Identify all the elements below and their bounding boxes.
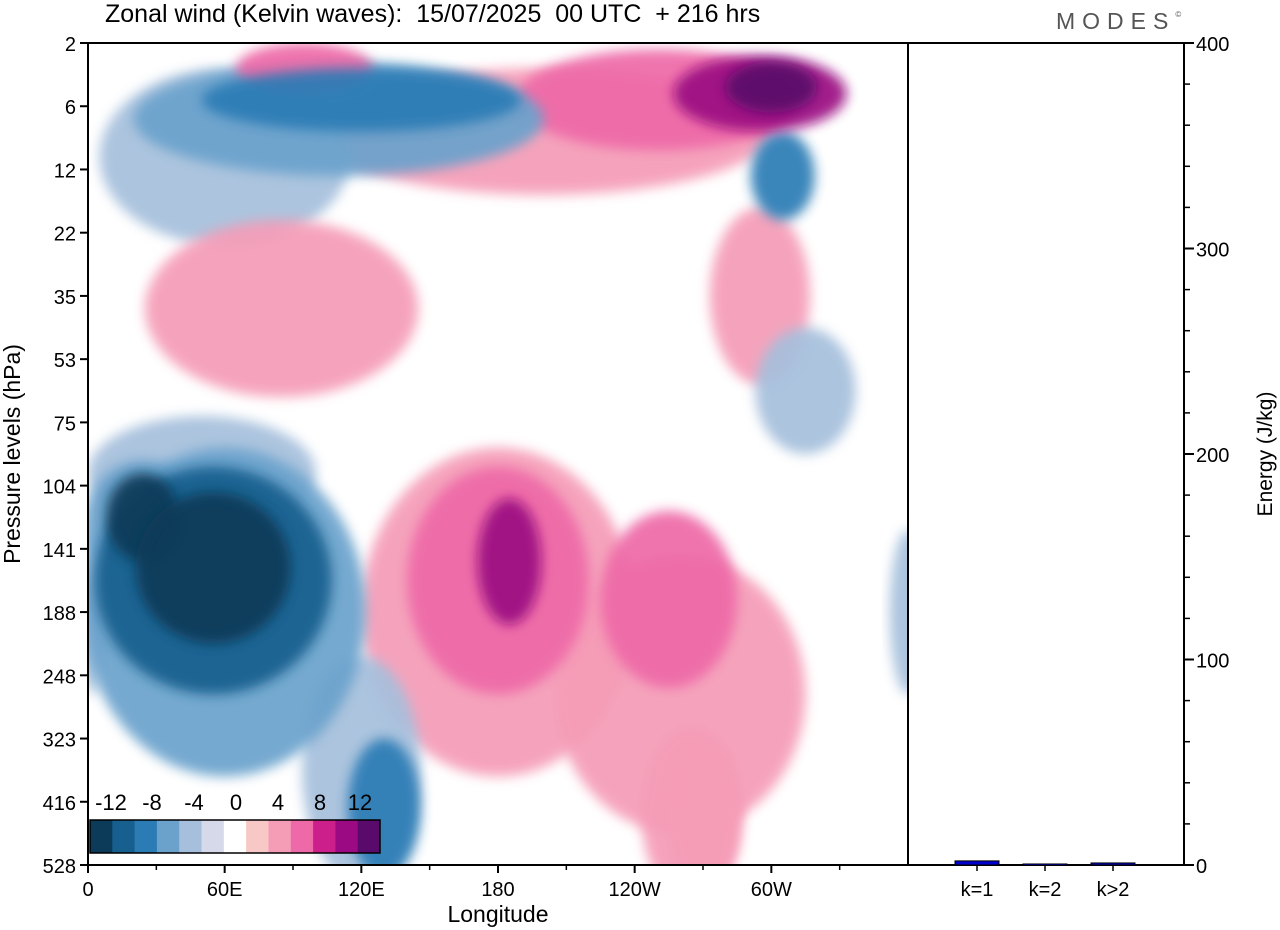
wind-anomaly-12 (889, 529, 908, 695)
colorbar-cell (223, 820, 247, 853)
colorbar-cell (246, 820, 269, 853)
colorbar-label: -4 (184, 790, 204, 815)
longitude-tick-label: 120E (338, 879, 385, 901)
pressure-tick-label: 75 (54, 413, 76, 435)
pressure-tick-label: 6 (65, 97, 76, 119)
pressure-tick-label: 12 (54, 160, 76, 182)
colorbar: -12 -8 -4 0 4 8 12 (89, 790, 381, 854)
colorbar-cell (313, 820, 336, 853)
energy-tick-label: 0 (1196, 856, 1207, 878)
energy-tick-label: 400 (1196, 34, 1229, 56)
wind-anomaly-22 (201, 68, 521, 132)
energy-panel-frame (907, 42, 1185, 866)
colorbar-label: 12 (348, 790, 372, 815)
colorbar-label: -12 (95, 790, 127, 815)
colorbar-cell (134, 820, 158, 853)
pressure-tick-label: 528 (43, 856, 76, 878)
chart-title: Zonal wind (Kelvin waves): 15/07/2025 00… (105, 0, 761, 28)
longitude-tick-label: 60E (207, 879, 243, 901)
colorbar-cell (201, 820, 225, 853)
pressure-axis: 2 6 12 22 35 53 75 104 141 188 248 323 416 528 (43, 34, 88, 878)
logo-text: MODES (1056, 8, 1176, 34)
pressure-tick-label: 188 (43, 603, 76, 625)
pressure-tick-label: 104 (43, 477, 76, 499)
pressure-tick-label: 416 (43, 793, 76, 815)
longitude-tick-label: 120W (609, 879, 661, 901)
colorbar-cell (90, 820, 113, 853)
x-axis-label: Longitude (447, 901, 548, 927)
colorbar-cell (179, 820, 203, 853)
pressure-tick-label: 141 (43, 540, 76, 562)
wind-anomaly-25 (477, 498, 542, 625)
colorbar-label: 8 (314, 790, 326, 815)
pressure-tick-label: 248 (43, 666, 76, 688)
wind-field (88, 43, 908, 865)
colorbar-cell (268, 820, 292, 853)
colorbar-label: -8 (142, 790, 162, 815)
wind-anomaly-5 (144, 220, 419, 398)
colorbar-cell (335, 820, 359, 853)
colorbar-frame (89, 819, 381, 854)
energy-bar-k>2 (1090, 862, 1136, 866)
colorbar-label: 4 (272, 790, 284, 815)
energy-tick-label: 300 (1196, 240, 1229, 262)
pressure-tick-label: 323 (43, 730, 76, 752)
wind-anomaly-14 (600, 510, 738, 688)
y-axis-label: Pressure levels (hPa) (0, 344, 25, 564)
colorbar-label: 0 (230, 790, 242, 815)
logo-mark: © (1175, 10, 1182, 19)
longitude-axis: 0 60E 120E 180 120W 60W (82, 865, 841, 901)
wind-anomaly-10 (666, 738, 740, 865)
energy-tick-label: 100 (1196, 651, 1229, 673)
pressure-tick-label: 22 (54, 224, 76, 246)
modes-logo: MODES© (1056, 8, 1181, 35)
energy-bars: k=1 k=2 k>2 (954, 860, 1136, 901)
energy-category-label: k>2 (1097, 879, 1130, 901)
energy-bar-k=1 (954, 860, 1000, 866)
colorbar-cell (156, 820, 180, 853)
energy-tick-label: 200 (1196, 445, 1229, 467)
energy-category-label: k=2 (1029, 879, 1062, 901)
colorbar-cell (112, 820, 136, 853)
colorbar-cell (290, 820, 314, 853)
pressure-tick-label: 53 (54, 350, 76, 372)
longitude-tick-label: 0 (82, 879, 93, 901)
energy-axis: 0 100 200 300 400 (1184, 34, 1229, 878)
energy-axis-label: Energy (J/kg) (1254, 392, 1277, 517)
energy-category-label: k=1 (961, 879, 994, 901)
wind-anomaly-7 (755, 327, 856, 454)
pressure-tick-label: 35 (54, 287, 76, 309)
longitude-tick-label: 60W (751, 879, 792, 901)
pressure-tick-label: 2 (65, 34, 76, 56)
longitude-tick-label: 180 (481, 879, 514, 901)
colorbar-cell (357, 820, 381, 853)
wind-anomaly-27 (135, 491, 291, 644)
wind-anomaly-21 (750, 131, 815, 221)
wind-anomaly-28 (725, 61, 817, 113)
